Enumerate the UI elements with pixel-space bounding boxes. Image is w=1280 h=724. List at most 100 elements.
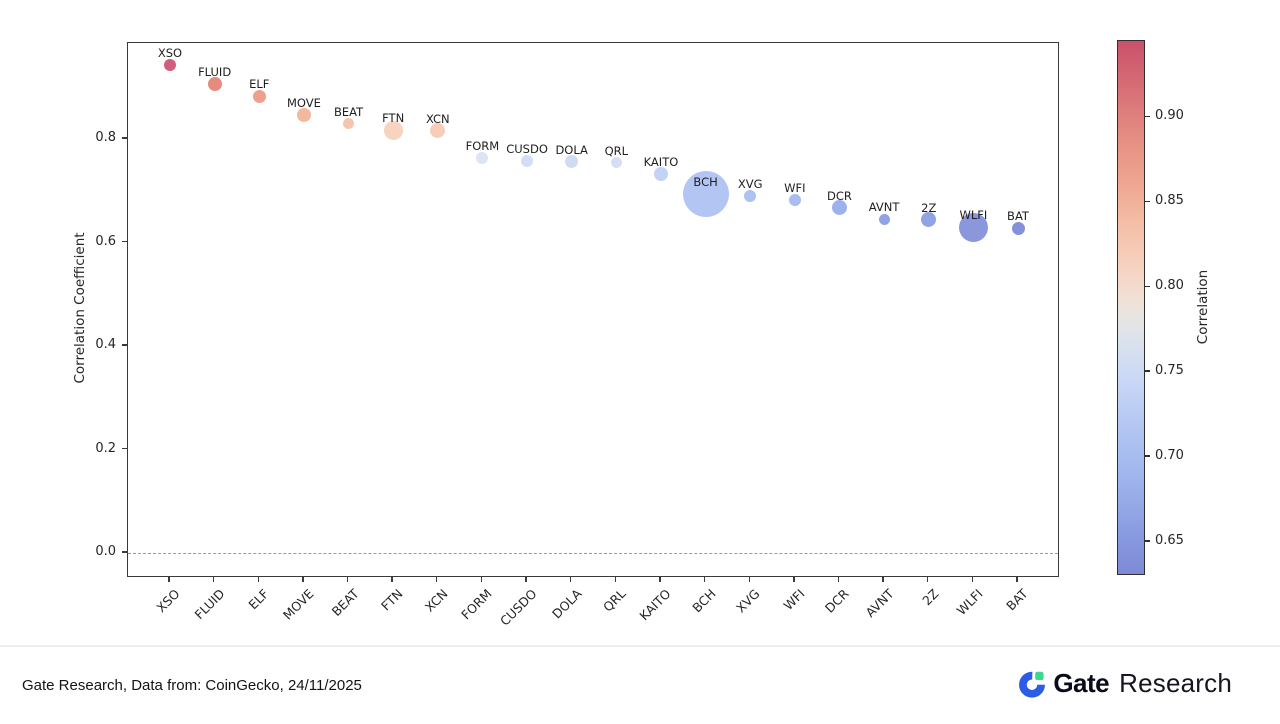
bubble-xvg xyxy=(744,189,757,202)
x-tick-mark xyxy=(346,577,349,582)
point-label-elf: ELF xyxy=(249,77,270,92)
x-tick-mark xyxy=(525,577,527,582)
colorbar-tick-label: 0.80 xyxy=(1155,278,1184,294)
bubble-kaito xyxy=(653,167,668,182)
bubble-fluid xyxy=(207,77,222,92)
y-tick-label: 0.2 xyxy=(95,440,116,456)
y-tick-label: 0.8 xyxy=(95,130,116,145)
point-label-cusdo: CUSDO xyxy=(506,141,548,156)
colorbar-title: Correlation xyxy=(1195,269,1211,345)
colorbar-tick-label: 0.70 xyxy=(1155,448,1184,464)
y-tick-mark xyxy=(122,447,127,450)
x-tick-mark xyxy=(837,577,840,582)
colorbar-tick-label: 0.85 xyxy=(1155,193,1184,209)
bubble-wfi xyxy=(788,193,801,206)
x-tick-mark xyxy=(569,577,572,582)
bubble-2z xyxy=(921,212,937,228)
colorbar xyxy=(1117,40,1145,575)
bubble-xcn xyxy=(430,123,446,139)
x-tick-mark xyxy=(1016,577,1018,582)
x-tick-label-dola: DOLA xyxy=(548,586,585,622)
colorbar-tick-label: 0.65 xyxy=(1155,533,1184,549)
bubble-wlfi xyxy=(958,212,988,242)
point-label-wlfi: WLFI xyxy=(959,208,988,223)
point-label-form: FORM xyxy=(465,139,500,154)
y-tick-label: 0.6 xyxy=(95,233,116,249)
colorbar-tick-mark xyxy=(1145,370,1150,372)
x-tick-label-xvg: XVG xyxy=(733,586,763,616)
bubble-bat xyxy=(1011,221,1025,235)
y-tick-mark xyxy=(122,137,127,139)
x-tick-label-fluid: FLUID xyxy=(191,586,228,623)
bubble-avnt xyxy=(878,213,890,225)
colorbar-tick-mark xyxy=(1145,200,1150,203)
point-label-2z: 2Z xyxy=(921,200,937,215)
x-tick-mark xyxy=(703,577,706,582)
colorbar-tick-mark xyxy=(1145,115,1150,118)
point-label-dola: DOLA xyxy=(555,142,588,157)
bubble-qrl xyxy=(610,157,622,169)
point-label-xcn: XCN xyxy=(425,111,450,126)
footer-divider xyxy=(0,645,1280,647)
bubble-cusdo xyxy=(521,154,534,167)
x-tick-label-xso: XSO xyxy=(153,586,183,616)
x-tick-mark xyxy=(793,577,795,582)
gate-research-logo: Gate Research xyxy=(1018,668,1232,699)
x-tick-label-elf: ELF xyxy=(245,586,272,613)
gate-logo-icon xyxy=(1019,671,1046,698)
y-tick-mark xyxy=(122,240,127,243)
x-tick-mark xyxy=(257,577,259,582)
colorbar-tick-label: 0.90 xyxy=(1155,108,1184,124)
point-label-avnt: AVNT xyxy=(868,200,900,215)
data-source-text: Gate Research, Data from: CoinGecko, 24/… xyxy=(22,677,362,694)
y-tick-mark xyxy=(122,551,127,553)
x-tick-label-move: MOVE xyxy=(279,586,317,623)
plot-area: XSO FLUID ELF MOVE BEAT FTN XCN FORM CUSDO DOLA QR… xyxy=(127,42,1059,577)
point-label-bat: BAT xyxy=(1007,209,1029,223)
x-tick-label-cusdo: CUSDO xyxy=(497,586,540,629)
point-label-bch: BCH xyxy=(693,174,718,189)
colorbar-tick-mark xyxy=(1145,285,1150,287)
x-tick-label-dcr: DCR xyxy=(822,586,853,616)
bubble-move xyxy=(296,108,311,123)
x-tick-mark xyxy=(391,577,393,582)
x-tick-label-wlfi: WLFI xyxy=(954,586,986,618)
point-label-ftn: FTN xyxy=(382,111,405,126)
x-tick-mark xyxy=(971,577,974,582)
x-tick-mark xyxy=(212,577,215,582)
x-tick-mark xyxy=(748,577,750,582)
x-tick-label-beat: BEAT xyxy=(328,586,362,620)
x-tick-label-kaito: KAITO xyxy=(636,586,674,624)
x-tick-mark xyxy=(614,577,616,582)
x-tick-label-xcn: XCN xyxy=(421,586,451,615)
gate-logo-green-square xyxy=(1035,671,1044,680)
point-label-move: MOVE xyxy=(286,96,321,111)
x-tick-label-wfi: WFI xyxy=(780,586,808,614)
gate-logo-ring xyxy=(1019,671,1046,698)
bubble-beat xyxy=(343,118,355,130)
point-label-fluid: FLUID xyxy=(198,65,232,80)
colorbar-tick-label: 0.75 xyxy=(1155,363,1184,379)
point-label-xvg: XVG xyxy=(737,176,763,191)
x-tick-label-qrl: QRL xyxy=(600,586,629,615)
colorbar-tick-mark xyxy=(1145,455,1150,457)
x-tick-mark xyxy=(302,577,304,582)
point-label-dcr: DCR xyxy=(827,188,852,203)
bubble-bch xyxy=(682,170,729,217)
logo-text-gate: Gate xyxy=(1053,668,1110,698)
bubble-dola xyxy=(565,155,579,169)
y-tick-label: 0.0 xyxy=(95,544,116,559)
x-tick-mark xyxy=(480,577,483,582)
bubble-xso xyxy=(164,58,176,71)
point-label-kaito: KAITO xyxy=(643,155,679,170)
point-label-wfi: WFI xyxy=(784,180,806,195)
point-label-xso: XSO xyxy=(157,45,183,60)
bubble-ftn xyxy=(383,120,403,140)
x-tick-mark xyxy=(927,577,929,582)
x-tick-label-form: FORM xyxy=(458,586,496,623)
bubble-dcr xyxy=(831,200,847,216)
colorbar-tick-mark xyxy=(1145,540,1150,542)
x-tick-mark xyxy=(659,577,661,582)
x-tick-mark xyxy=(168,577,170,582)
